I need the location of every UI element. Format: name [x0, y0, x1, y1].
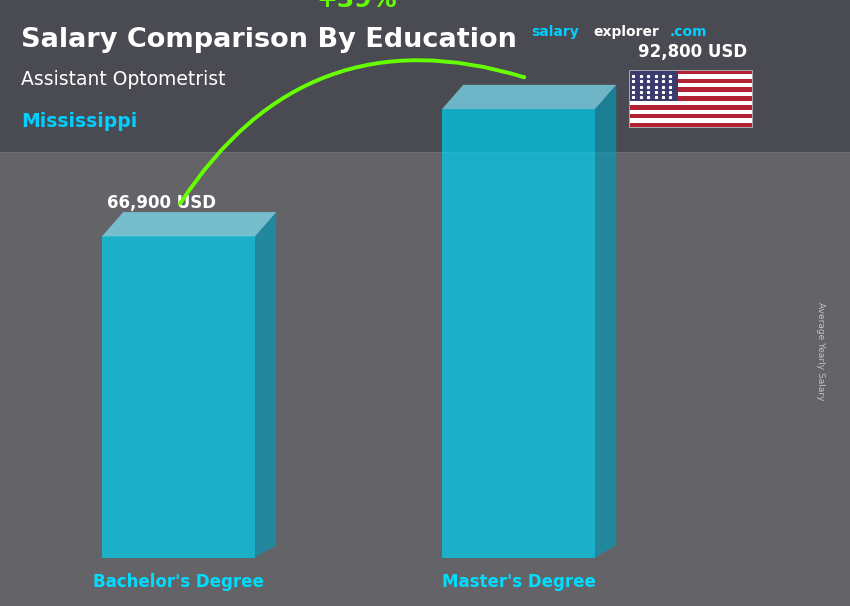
Text: Average Yearly Salary: Average Yearly Salary [816, 302, 824, 401]
Bar [629, 123, 752, 127]
FancyBboxPatch shape [102, 236, 255, 558]
Bar [629, 114, 752, 118]
Bar [629, 92, 752, 96]
Polygon shape [255, 212, 276, 558]
Text: 66,900 USD: 66,900 USD [107, 194, 216, 212]
Bar [629, 74, 752, 79]
Bar [629, 87, 752, 92]
Text: Assistant Optometrist: Assistant Optometrist [21, 70, 226, 88]
Text: +39%: +39% [317, 0, 397, 12]
Bar [629, 101, 752, 105]
Polygon shape [102, 212, 276, 236]
Text: explorer: explorer [593, 25, 659, 39]
Text: Master's Degree: Master's Degree [441, 573, 596, 591]
Bar [629, 105, 752, 110]
FancyBboxPatch shape [442, 109, 595, 558]
Text: Mississippi: Mississippi [21, 112, 138, 131]
Polygon shape [442, 85, 616, 109]
Bar [629, 110, 752, 114]
Text: 92,800 USD: 92,800 USD [638, 42, 747, 61]
Bar [0, 152, 850, 606]
Bar [629, 96, 752, 101]
Bar [629, 79, 752, 83]
Text: Salary Comparison By Education: Salary Comparison By Education [21, 27, 517, 53]
Bar [629, 70, 752, 74]
Bar [629, 83, 752, 87]
Bar [629, 70, 678, 101]
Polygon shape [595, 85, 616, 558]
Text: salary: salary [531, 25, 579, 39]
Text: .com: .com [670, 25, 707, 39]
Text: Bachelor's Degree: Bachelor's Degree [93, 573, 264, 591]
Bar [629, 70, 752, 127]
Bar [629, 118, 752, 123]
Bar [0, 0, 850, 152]
FancyArrowPatch shape [180, 60, 524, 204]
